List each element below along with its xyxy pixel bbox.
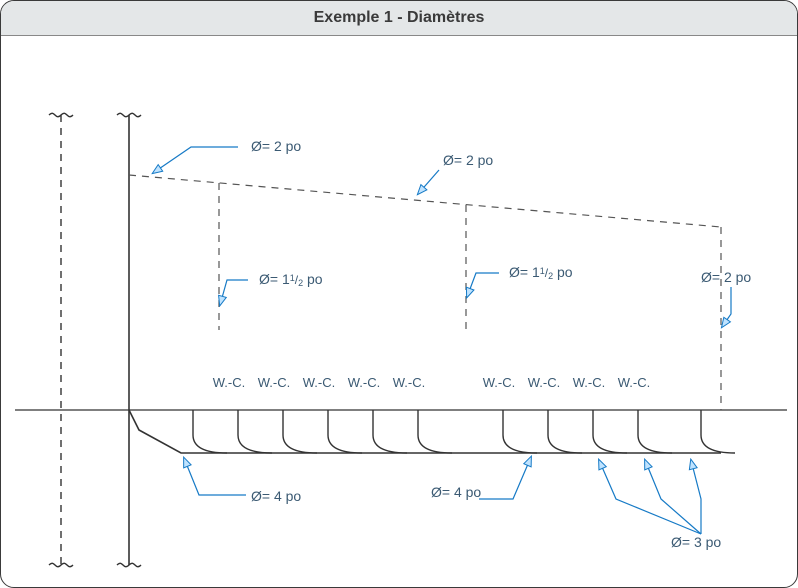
- svg-text:Ø= 2 po: Ø= 2 po: [701, 269, 751, 285]
- svg-text:W.-C.: W.-C.: [528, 375, 561, 390]
- svg-text:Ø= 2 po: Ø= 2 po: [251, 138, 301, 154]
- svg-text:Ø= 4 po: Ø= 4 po: [431, 484, 481, 500]
- diagram-title: Exemple 1 - Diamètres: [1, 1, 797, 36]
- diagram-canvas: W.-C. W.-C. W.-C. W.-C. W.-C. W.-C. W.-C. W.-C.…: [1, 35, 797, 587]
- svg-text:Ø= 3 po: Ø= 3 po: [671, 534, 721, 550]
- svg-text:W.-C.: W.-C.: [393, 375, 426, 390]
- svg-text:W.-C.: W.-C.: [483, 375, 516, 390]
- svg-text:W.-C.: W.-C.: [618, 375, 651, 390]
- svg-text:Ø= 2 po: Ø= 2 po: [443, 152, 493, 168]
- svg-text:W.-C.: W.-C.: [258, 375, 291, 390]
- diagram-card: Exemple 1 - Diamètres W.-C.W.-C.W.-C.W.-…: [0, 0, 798, 588]
- svg-text:Ø= 11/2 po: Ø= 11/2 po: [259, 271, 323, 288]
- svg-text:Ø= 4 po: Ø= 4 po: [251, 488, 301, 504]
- svg-text:W.-C.: W.-C.: [303, 375, 336, 390]
- svg-text:W.-C.: W.-C.: [213, 375, 246, 390]
- diagram-svg: W.-C. W.-C. W.-C. W.-C. W.-C. W.-C. W.-C. W.-C.…: [1, 35, 798, 588]
- svg-text:W.-C.: W.-C.: [348, 375, 381, 390]
- svg-text:Ø= 11/2 po: Ø= 11/2 po: [509, 264, 573, 281]
- svg-text:W.-C.: W.-C.: [573, 375, 606, 390]
